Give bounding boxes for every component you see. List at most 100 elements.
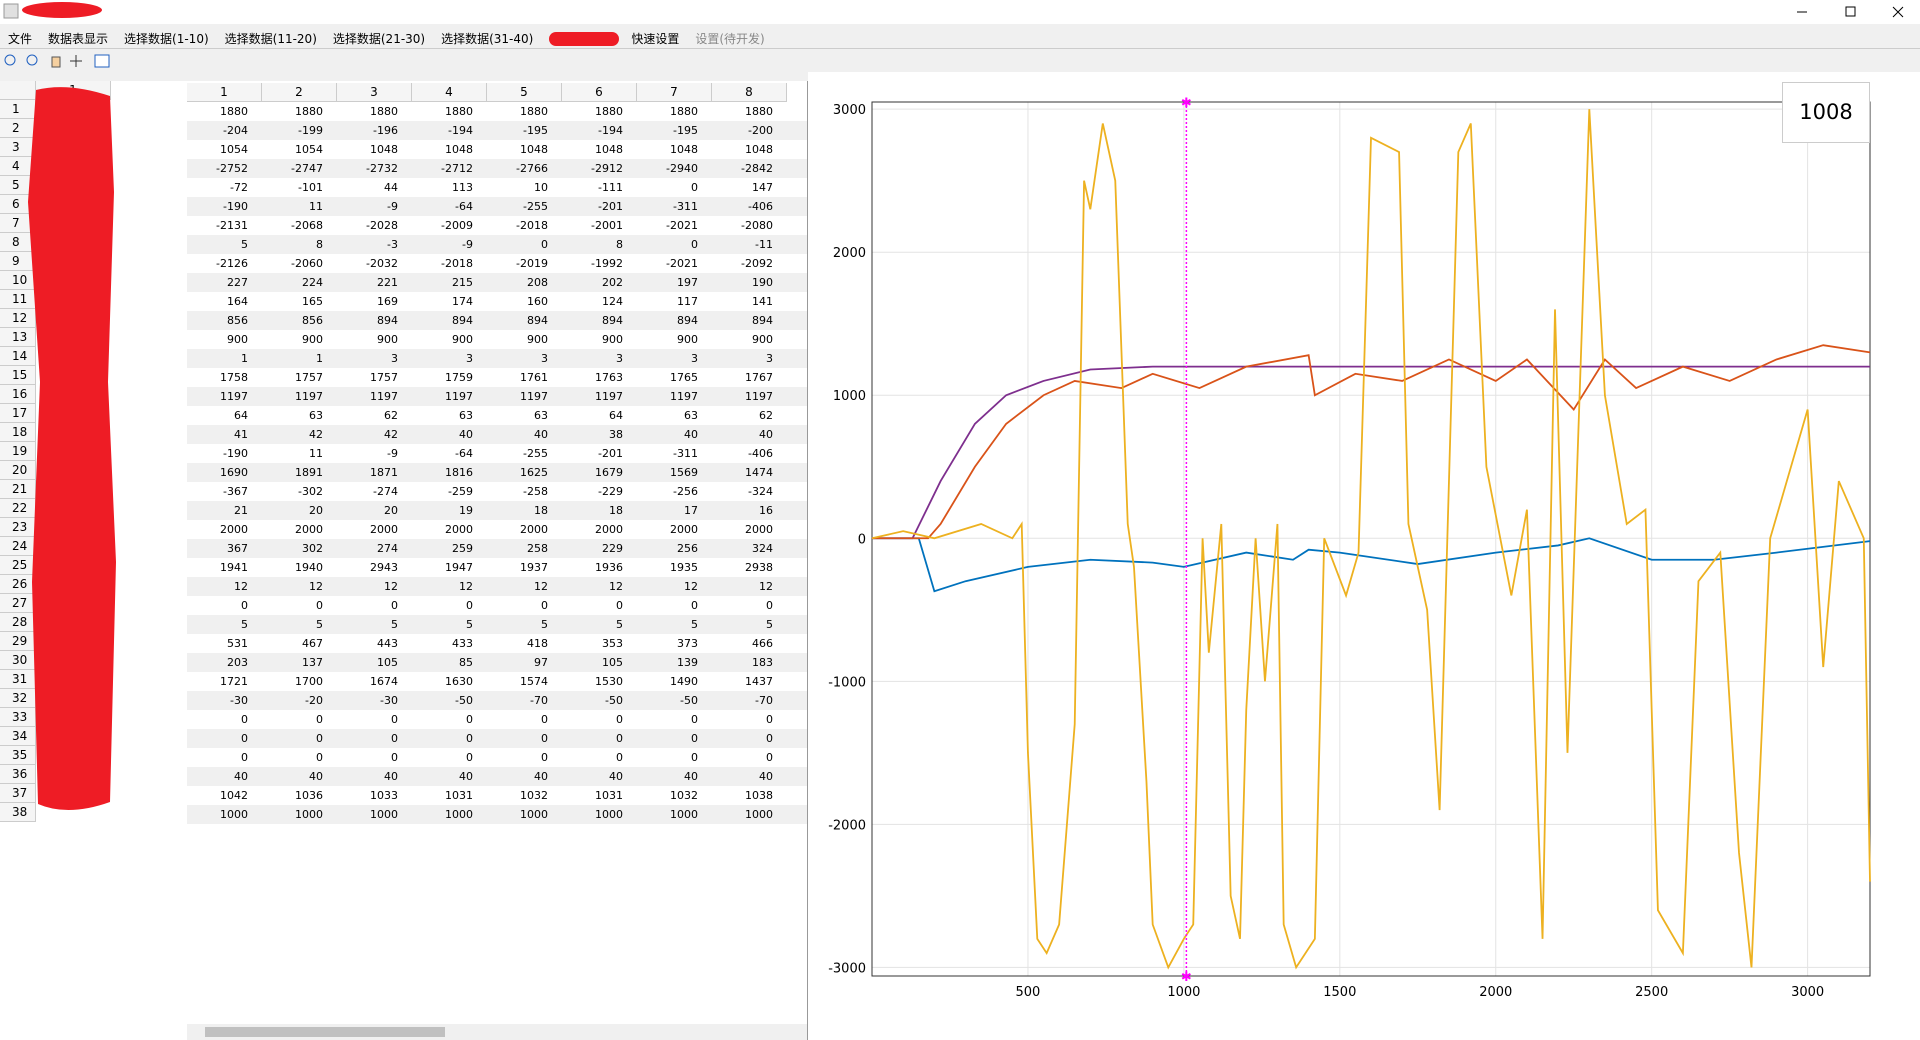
data-table: 1 2 3 4 5 6 7 8 1880 1880 1880 1880 1880 1880 1880 1880… xyxy=(187,81,808,1040)
cell: 256 xyxy=(677,542,698,555)
cell: 183 xyxy=(752,656,773,669)
cell: -2842 xyxy=(741,162,773,175)
cell: -201 xyxy=(598,200,623,213)
cell: 5 xyxy=(316,618,323,631)
cell: -101 xyxy=(298,181,323,194)
cell: 141 xyxy=(752,295,773,308)
series-line xyxy=(871,109,1871,970)
menu-item[interactable]: 选择数据(31-40) xyxy=(441,32,534,46)
cell: 3 xyxy=(616,352,623,365)
redaction xyxy=(28,87,116,811)
cell: 1048 xyxy=(595,143,623,156)
row-band xyxy=(187,748,807,767)
menu-item[interactable]: 选择数据(11-20) xyxy=(224,32,317,46)
cell: 1000 xyxy=(670,808,698,821)
cursor-bottom: ✱ xyxy=(1181,970,1192,985)
cell: 3 xyxy=(466,352,473,365)
row-band xyxy=(187,235,807,254)
cell: 97 xyxy=(534,656,548,669)
cell: -2018 xyxy=(516,219,548,232)
cell: -2019 xyxy=(516,257,548,270)
row-header: 14 xyxy=(0,347,36,366)
row-band xyxy=(187,463,807,482)
row-header: 10 xyxy=(0,271,36,290)
cell: 1679 xyxy=(595,466,623,479)
row-header: 23 xyxy=(0,518,36,537)
row-band xyxy=(187,672,807,691)
cell: 63 xyxy=(459,409,473,422)
cell: 418 xyxy=(527,637,548,650)
cell: 1880 xyxy=(670,105,698,118)
column-header: 7 xyxy=(637,83,712,102)
cell: 12 xyxy=(759,580,773,593)
cell: 40 xyxy=(534,428,548,441)
row-band xyxy=(187,178,807,197)
cell: 229 xyxy=(602,542,623,555)
cell: 2000 xyxy=(220,523,248,536)
cell: 0 xyxy=(691,599,698,612)
cell: 1763 xyxy=(595,371,623,384)
row-band xyxy=(187,159,807,178)
cell: 17 xyxy=(684,504,698,517)
x-tick-label: 2000 xyxy=(1479,985,1512,1000)
cell: 3 xyxy=(766,352,773,365)
cell: 1880 xyxy=(370,105,398,118)
cell: 3 xyxy=(391,352,398,365)
cell: 467 xyxy=(302,637,323,650)
cell: -195 xyxy=(673,124,698,137)
cell: 1625 xyxy=(520,466,548,479)
cell: 900 xyxy=(602,333,623,346)
menu-item[interactable]: 数据表显示 xyxy=(48,32,109,46)
redacted-menu xyxy=(549,31,620,46)
cell: -2766 xyxy=(516,162,548,175)
cell: -2912 xyxy=(591,162,623,175)
y-tick-label: 0 xyxy=(858,532,866,547)
cell: 0 xyxy=(391,751,398,764)
row-band xyxy=(187,368,807,387)
cell: 1048 xyxy=(520,143,548,156)
cell: 62 xyxy=(759,409,773,422)
cell: 113 xyxy=(452,181,473,194)
cell: 894 xyxy=(752,314,773,327)
cell: -20 xyxy=(305,694,323,707)
series-line xyxy=(872,537,1871,593)
menu-item[interactable]: 选择数据(21-30) xyxy=(332,32,426,46)
cell: 0 xyxy=(466,732,473,745)
cell: -256 xyxy=(673,485,698,498)
menu-item[interactable]: 选择数据(1-10) xyxy=(124,32,209,46)
cell: -11 xyxy=(755,238,773,251)
cell: -406 xyxy=(748,447,773,460)
cell: 105 xyxy=(602,656,623,669)
cell: 10 xyxy=(534,181,548,194)
cell: 531 xyxy=(227,637,248,650)
cell: 894 xyxy=(377,314,398,327)
cell: 0 xyxy=(616,713,623,726)
menu-item[interactable]: 快速设置 xyxy=(631,32,680,46)
cell: -2747 xyxy=(291,162,323,175)
cell: 0 xyxy=(316,751,323,764)
cell: 259 xyxy=(452,542,473,555)
row-band xyxy=(187,216,807,235)
row-band xyxy=(187,140,807,159)
cell: 2000 xyxy=(295,523,323,536)
cell: 1048 xyxy=(370,143,398,156)
cell: -70 xyxy=(530,694,548,707)
cell: 1000 xyxy=(520,808,548,821)
cell: -2092 xyxy=(741,257,773,270)
cell: 900 xyxy=(377,333,398,346)
cell: 1036 xyxy=(295,789,323,802)
cell: 1474 xyxy=(745,466,773,479)
cell: 367 xyxy=(227,542,248,555)
cell: 1530 xyxy=(595,675,623,688)
h-scrollbar[interactable] xyxy=(187,1024,807,1040)
cell: 0 xyxy=(691,238,698,251)
x-tick-label: 1000 xyxy=(1167,985,1200,1000)
cell: -9 xyxy=(387,200,398,213)
cell: -196 xyxy=(373,124,398,137)
menu-item[interactable]: 设置(待开发) xyxy=(695,32,765,46)
menu-item[interactable]: 文件 xyxy=(8,32,33,46)
cell: 373 xyxy=(677,637,698,650)
cell: 5 xyxy=(391,618,398,631)
cell: -311 xyxy=(673,200,698,213)
cell: -302 xyxy=(298,485,323,498)
